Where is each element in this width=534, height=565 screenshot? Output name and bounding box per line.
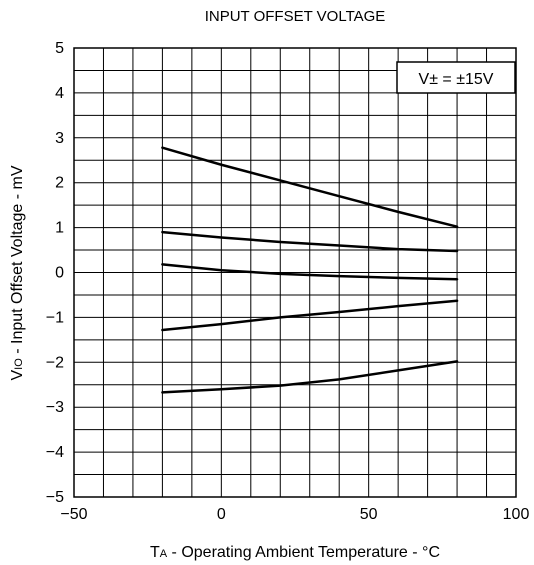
chart-title: INPUT OFFSET VOLTAGE [205, 8, 386, 25]
legend-frame [396, 61, 516, 94]
y-tick-label: 0 [55, 265, 64, 282]
x-tick-labels: −50 0 50 100 [60, 506, 529, 523]
y-tick-label: −3 [46, 399, 64, 416]
y-tick-label: −1 [46, 309, 64, 326]
y-tick-label: 2 [55, 175, 64, 192]
y-tick-label: −4 [46, 444, 64, 461]
y-tick-label: 5 [55, 40, 64, 57]
y-axis-label: VIO - Input Offset Voltage - mV [9, 165, 26, 380]
x-tick-label: −50 [60, 506, 87, 523]
x-axis-label-main: T [150, 544, 160, 561]
series-line-5 [161, 360, 459, 394]
y-axis-label-rest: - Input Offset Voltage - mV [9, 165, 26, 358]
legend-text: V± = ±15V [419, 71, 494, 88]
y-tick-labels: 5 4 3 2 1 0 −1 −2 −3 −4 −5 [46, 40, 64, 506]
x-axis-label: TA - Operating Ambient Temperature - °C [150, 544, 440, 561]
series-line-4 [161, 299, 459, 332]
y-tick-label: 1 [55, 220, 64, 237]
x-tick-label: 50 [360, 506, 378, 523]
grid [73, 47, 517, 498]
x-axis-label-rest: - Operating Ambient Temperature - °C [167, 544, 440, 561]
y-tick-label: 4 [55, 85, 64, 102]
y-tick-label: −5 [46, 489, 64, 506]
series-line-1 [161, 146, 459, 228]
x-tick-label: 100 [503, 506, 530, 523]
x-tick-label: 0 [217, 506, 226, 523]
y-tick-label: −2 [46, 354, 64, 371]
y-axis-label-main: V [9, 369, 26, 380]
x-axis-label-sub: A [160, 548, 168, 560]
series-line-2 [161, 230, 459, 253]
y-axis-label-sub: IO [13, 358, 25, 370]
y-tick-label: 3 [55, 130, 64, 147]
series-group [161, 146, 459, 394]
plot-frame [73, 47, 517, 498]
series-line-3 [161, 263, 459, 281]
legend-box: V± = ±15V [396, 61, 516, 94]
